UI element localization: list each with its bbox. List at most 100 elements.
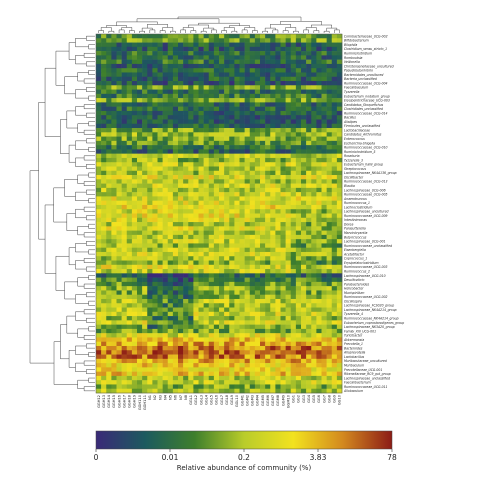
heatmap-cell <box>142 200 148 206</box>
heatmap-cell <box>224 140 230 146</box>
heatmap-cell <box>203 260 210 266</box>
heatmap-cell <box>157 81 163 86</box>
heatmap-cell <box>188 98 194 103</box>
heatmap-cell <box>137 311 143 317</box>
heatmap-cell <box>198 213 204 219</box>
heatmap-cell <box>275 247 281 253</box>
heatmap-cell <box>311 251 317 257</box>
heatmap-cell <box>147 307 153 313</box>
heatmap-cell <box>172 337 179 343</box>
row-label: Allobaculum <box>343 389 363 393</box>
heatmap-cell <box>306 286 312 291</box>
heatmap-cell <box>306 256 312 261</box>
heatmap-cell <box>244 333 251 338</box>
heatmap-cell <box>183 140 189 146</box>
heatmap-cell <box>131 213 138 219</box>
heatmap-cell <box>193 51 199 56</box>
heatmap-cell <box>121 303 128 308</box>
heatmap-cell <box>172 311 179 317</box>
column-label: N8 <box>184 394 188 400</box>
dendrogram-branch <box>86 266 95 272</box>
heatmap-cell <box>162 132 169 137</box>
heatmap-cell <box>152 209 158 214</box>
heatmap-cell <box>229 34 235 39</box>
heatmap-cell <box>96 388 102 394</box>
heatmap-cell <box>290 76 297 82</box>
heatmap-cell <box>331 166 338 172</box>
heatmap-cell <box>295 59 302 65</box>
heatmap-cell <box>316 264 322 270</box>
heatmap-cell <box>96 222 102 227</box>
heatmap-cell <box>275 239 281 244</box>
heatmap-cell <box>301 46 307 52</box>
heatmap-cell <box>316 42 322 48</box>
heatmap-cell <box>224 256 230 261</box>
heatmap-cell <box>285 51 292 56</box>
heatmap-cell <box>244 38 251 43</box>
heatmap-cell <box>254 106 261 112</box>
heatmap-cell <box>188 345 194 351</box>
heatmap-cell <box>126 145 133 150</box>
heatmap-cell <box>137 277 143 283</box>
heatmap-cell <box>285 345 292 351</box>
heatmap-cell <box>265 303 271 308</box>
column-label: N3 <box>158 395 162 400</box>
heatmap-cell <box>254 371 261 377</box>
heatmap-cell <box>244 85 251 90</box>
heatmap-cell <box>321 200 327 206</box>
heatmap-cell <box>265 375 271 381</box>
heatmap-cell <box>275 81 281 86</box>
heatmap-cell <box>147 110 153 116</box>
heatmap-cell <box>321 388 327 394</box>
heatmap-cell <box>254 179 261 184</box>
heatmap-cell <box>244 119 251 125</box>
heatmap-cell <box>162 89 169 95</box>
heatmap-cell <box>208 213 215 219</box>
heatmap-cell <box>126 264 133 270</box>
heatmap-cell <box>270 345 276 351</box>
heatmap-cell <box>336 337 343 343</box>
heatmap-cell <box>111 179 117 184</box>
heatmap-cell <box>193 234 199 240</box>
heatmap-cell <box>203 298 210 304</box>
heatmap-cell <box>321 380 327 385</box>
heatmap-cell <box>301 363 307 368</box>
dendrogram-branch <box>311 24 332 29</box>
heatmap-cell <box>234 354 240 360</box>
heatmap-cell <box>306 371 312 377</box>
heatmap-cell <box>147 260 153 266</box>
heatmap-cell <box>311 345 317 351</box>
heatmap-cell <box>306 363 312 368</box>
heatmap-cell <box>316 196 322 201</box>
heatmap-cell <box>219 320 225 325</box>
heatmap-cell <box>172 98 179 103</box>
heatmap-cell <box>126 51 133 56</box>
column-label: GGM9 <box>281 394 285 406</box>
heatmap-cell <box>157 63 163 69</box>
heatmap-cell <box>280 286 286 291</box>
heatmap-cell <box>172 333 179 338</box>
heatmap-cell <box>183 354 189 360</box>
heatmap-cell <box>106 192 112 197</box>
heatmap-cell <box>336 179 343 184</box>
heatmap-cell <box>306 42 312 48</box>
heatmap-cell <box>306 303 312 308</box>
heatmap-cell <box>126 209 133 214</box>
heatmap-cell <box>213 132 220 137</box>
heatmap-cell <box>213 196 220 201</box>
column-label: GGL4 <box>204 394 208 405</box>
heatmap-cell <box>285 46 292 52</box>
heatmap-cell <box>331 230 338 236</box>
heatmap-cell <box>254 209 261 214</box>
heatmap-cell <box>234 51 240 56</box>
heatmap-cell <box>249 85 256 90</box>
heatmap-cell <box>116 149 122 154</box>
heatmap-cell <box>316 345 322 351</box>
heatmap-cell <box>306 93 312 99</box>
heatmap-cell <box>96 333 102 338</box>
heatmap-cell <box>265 281 271 287</box>
heatmap-cell <box>326 363 333 368</box>
heatmap-cell <box>142 89 148 95</box>
heatmap-cell <box>208 179 215 184</box>
heatmap-cell <box>213 110 220 116</box>
